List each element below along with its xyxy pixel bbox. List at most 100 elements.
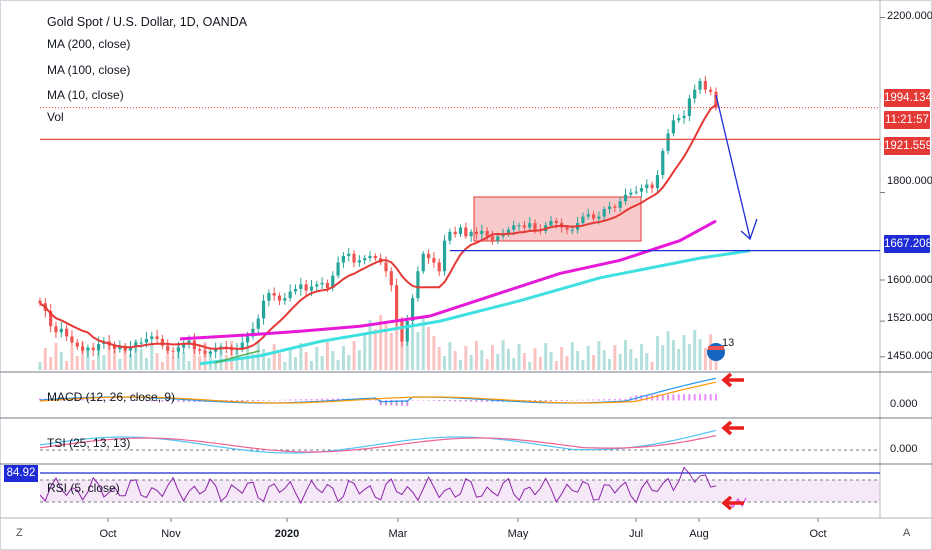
volume-bar <box>102 355 106 370</box>
macd-histogram-bar <box>565 400 568 401</box>
legend-rsi[interactable]: RSI (5, close) <box>47 481 120 495</box>
macd-histogram-bar <box>581 399 584 401</box>
volume-bar <box>464 346 468 370</box>
volume-bar <box>666 331 670 370</box>
volume-bar <box>432 336 436 370</box>
legend-macd[interactable]: MACD (12, 26, close, 9) <box>47 390 176 404</box>
volume-bar <box>533 348 537 370</box>
volume-bar <box>240 359 244 370</box>
legend-tsi[interactable]: TSI (25, 13, 13) <box>47 436 131 450</box>
macd-histogram-bar <box>667 394 670 401</box>
candle-body <box>650 184 654 189</box>
candle-body <box>277 295 282 301</box>
volume-bar <box>182 352 186 370</box>
volume-bar <box>687 344 691 370</box>
annotation-arrow-head <box>721 495 733 511</box>
candle-body <box>155 336 159 339</box>
candle-body <box>325 282 330 288</box>
candle-body <box>288 291 292 299</box>
macd-histogram-bar <box>76 398 79 401</box>
macd-histogram-bar <box>145 400 148 402</box>
candle-body <box>75 342 79 347</box>
volume-bar <box>405 337 409 370</box>
candle-body <box>150 336 154 339</box>
volume-bar <box>490 345 494 370</box>
macd-histogram-bar <box>709 394 712 401</box>
macd-histogram-bar <box>193 400 196 402</box>
candle-body <box>357 260 361 263</box>
resistance-price-tag: 1921.559 <box>884 137 932 155</box>
volume-bar <box>570 342 574 370</box>
macd-histogram-bar <box>390 400 393 406</box>
volume-bar <box>501 340 505 370</box>
volume-bar <box>43 348 47 370</box>
volume-bar <box>421 318 425 370</box>
volume-bar <box>54 343 58 370</box>
annotation-arrow-head <box>721 420 733 436</box>
volume-bar <box>278 353 282 370</box>
volume-bar <box>198 356 202 370</box>
volume-bar <box>613 345 617 370</box>
macd-histogram-bar <box>560 400 563 401</box>
volume-bar <box>113 350 117 370</box>
legend-ma100[interactable]: MA (100, close) <box>47 63 131 77</box>
macd-histogram-bar <box>475 400 478 402</box>
macd-histogram-bar <box>289 399 292 401</box>
candle-body <box>570 229 574 231</box>
candle-body <box>448 231 452 241</box>
target-price-tag: 1667.208 <box>884 235 932 253</box>
volume-bar <box>629 349 633 370</box>
legend-vol[interactable]: Vol <box>47 110 64 124</box>
candle-body <box>240 342 244 349</box>
macd-histogram-bar <box>246 400 249 402</box>
price-axis-label: 1450.000 <box>887 350 932 362</box>
volume-bar <box>123 345 127 370</box>
candle-body <box>661 150 665 175</box>
macd-histogram-bar <box>262 400 265 401</box>
macd-histogram-bar <box>251 400 254 402</box>
candle-body <box>693 89 697 99</box>
volume-bar <box>650 362 654 370</box>
tsi-signal-line <box>39 435 717 453</box>
volume-bar <box>496 354 500 370</box>
candle-body <box>182 343 186 348</box>
auto-scale-button[interactable]: A <box>903 527 911 539</box>
macd-histogram-bar <box>613 398 616 401</box>
volume-bar <box>400 328 404 370</box>
zoom-button[interactable]: Z <box>16 527 23 539</box>
candle-body <box>373 255 377 259</box>
chart-title: Gold Spot / U.S. Dollar, 1D, OANDA <box>47 15 248 29</box>
macd-histogram-bar <box>645 394 648 401</box>
macd-histogram-bar <box>688 394 691 401</box>
volume-bar <box>97 346 101 370</box>
macd-histogram-bar <box>230 400 233 402</box>
volume-bar <box>299 343 303 370</box>
candle-body <box>458 227 463 235</box>
macd-histogram-bar <box>672 394 675 401</box>
legend-ma200[interactable]: MA (200, close) <box>47 37 131 51</box>
macd-histogram-bar <box>113 399 116 401</box>
candle-body <box>160 338 165 346</box>
candle-body <box>512 225 516 230</box>
macd-histogram-bar <box>156 400 159 402</box>
time-axis-label: Aug <box>689 528 709 540</box>
macd-histogram-bar <box>459 400 462 402</box>
volume-bar <box>214 360 218 370</box>
candle-body <box>682 115 686 119</box>
time-axis-label: Jul <box>628 528 644 540</box>
time-axis-label: May <box>507 528 529 540</box>
macd-histogram-bar <box>283 399 286 401</box>
candle-body <box>336 262 340 276</box>
candle-body <box>474 231 479 235</box>
volume-bar <box>379 315 383 370</box>
volume-bar <box>166 348 170 370</box>
candle-body <box>251 328 255 337</box>
macd-histogram-bar <box>118 399 121 401</box>
volume-bar <box>86 351 90 370</box>
volume-bar <box>107 341 111 370</box>
legend-ma10[interactable]: MA (10, close) <box>47 88 124 102</box>
volume-bar <box>288 348 292 370</box>
macd-histogram-bar <box>693 394 696 401</box>
macd-histogram-bar <box>464 400 467 402</box>
